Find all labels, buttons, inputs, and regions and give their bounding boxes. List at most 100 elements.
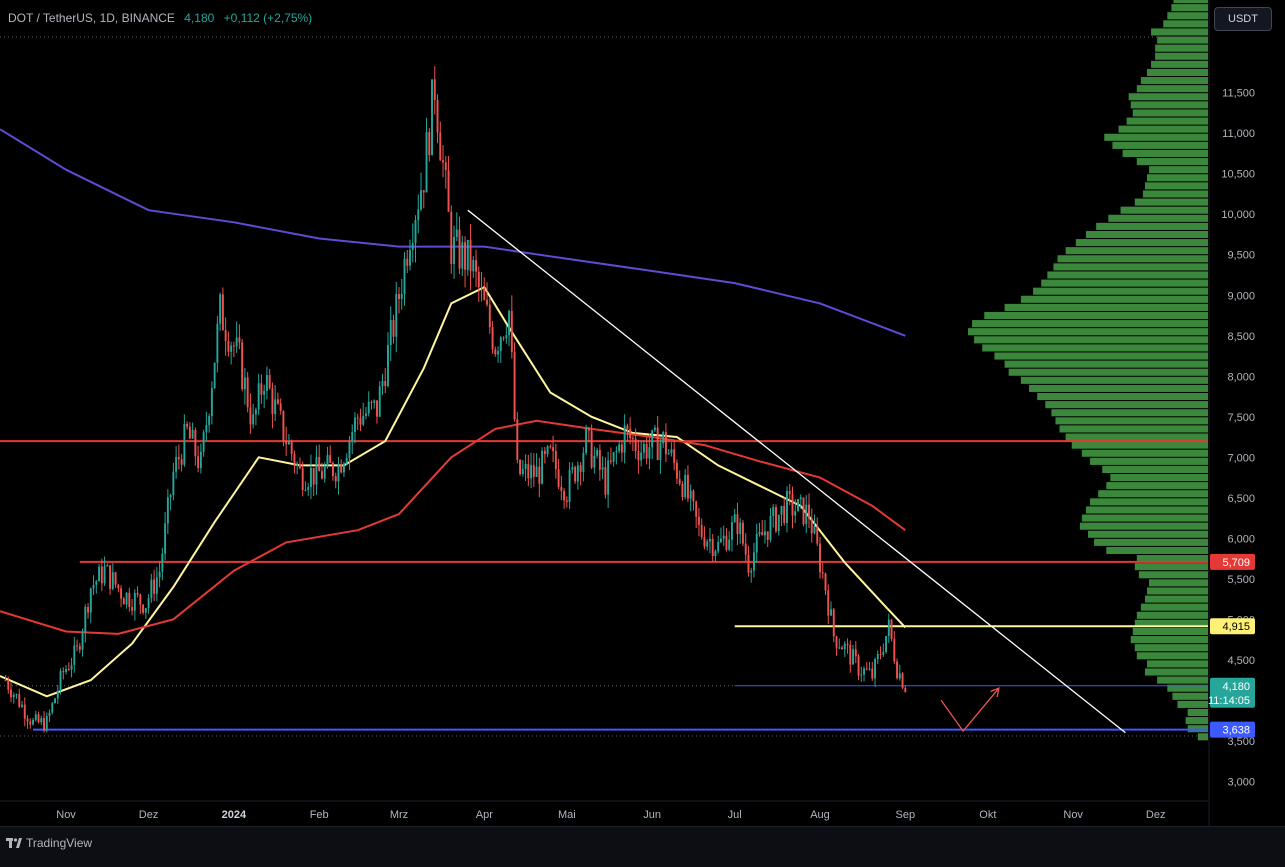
y-axis: 3,0003,5004,5005,0005,5006,0006,5007,000… bbox=[1208, 0, 1255, 826]
candle-body bbox=[596, 450, 599, 456]
candle-body bbox=[444, 162, 447, 171]
volume-profile bbox=[968, 0, 1208, 741]
candle-body bbox=[736, 514, 739, 535]
x-tick-label: Aug bbox=[810, 809, 830, 821]
volume-profile-bar bbox=[1146, 174, 1208, 182]
y-tick-label: 3,500 bbox=[1227, 736, 1255, 748]
volume-profile-bar bbox=[1057, 255, 1208, 263]
candle-body bbox=[246, 377, 249, 408]
candle-body bbox=[153, 579, 156, 594]
moving-averages bbox=[0, 128, 907, 698]
volume-profile-bar bbox=[1128, 93, 1208, 101]
candle-body bbox=[356, 417, 359, 419]
currency-button[interactable]: USDT bbox=[1214, 7, 1272, 31]
candle-body bbox=[637, 451, 640, 461]
volume-profile-bar bbox=[1045, 401, 1208, 409]
candle-body bbox=[224, 330, 227, 341]
candle-body bbox=[874, 659, 877, 679]
candle-body bbox=[582, 452, 585, 472]
candle-body bbox=[43, 718, 45, 731]
candle-body bbox=[362, 415, 365, 425]
candle-body bbox=[10, 689, 12, 698]
candle-body bbox=[879, 654, 882, 656]
candle-body bbox=[290, 441, 293, 454]
candle-body bbox=[304, 489, 307, 491]
level-tag-4915-bg bbox=[1210, 618, 1255, 635]
candle-body bbox=[857, 656, 860, 676]
symbol-title[interactable]: DOT / TetherUS, 1D, BINANCE bbox=[8, 11, 175, 25]
candle-body bbox=[725, 535, 728, 550]
candle-body bbox=[387, 345, 389, 387]
volume-profile-bar bbox=[1130, 636, 1208, 644]
volume-profile-bar bbox=[1151, 28, 1208, 36]
volume-profile-bar bbox=[1106, 482, 1208, 490]
candle-body bbox=[186, 423, 189, 427]
volume-profile-bar bbox=[1055, 417, 1208, 425]
candle-body bbox=[697, 516, 700, 525]
candle-body bbox=[887, 619, 890, 636]
candle-body bbox=[221, 294, 224, 331]
x-tick-label: 2024 bbox=[222, 809, 247, 821]
x-tick-label: Dez bbox=[1146, 809, 1166, 821]
candle-body bbox=[202, 432, 205, 452]
volume-profile-bar bbox=[1037, 392, 1208, 401]
candle-body bbox=[117, 584, 120, 589]
candle-body bbox=[109, 565, 112, 589]
candle-body bbox=[120, 588, 123, 599]
candle-body bbox=[400, 293, 403, 300]
y-tick-label: 8,500 bbox=[1227, 331, 1255, 343]
candle-body bbox=[287, 441, 290, 445]
tradingview-logo[interactable]: TradingView bbox=[6, 836, 92, 850]
candle-body bbox=[758, 532, 761, 534]
volume-profile-bar bbox=[1140, 603, 1208, 611]
candle-body bbox=[106, 565, 109, 567]
candle-body bbox=[893, 638, 896, 662]
volume-profile-bar bbox=[1065, 247, 1208, 255]
candle-body bbox=[425, 132, 428, 193]
price-tags: 5,709 4,915 4,180 11:14:05 3,638 bbox=[1208, 553, 1255, 738]
candle-body bbox=[378, 386, 381, 417]
volume-profile-bar bbox=[1130, 101, 1208, 109]
volume-profile-bar bbox=[1144, 182, 1208, 190]
candle-body bbox=[802, 497, 805, 525]
volume-profile-bar bbox=[1120, 206, 1208, 214]
volume-profile-bar bbox=[1081, 449, 1208, 457]
volume-profile-bar bbox=[1132, 627, 1208, 636]
candle-body bbox=[706, 541, 709, 547]
volume-profile-bar bbox=[1136, 158, 1208, 166]
trendline[interactable] bbox=[467, 209, 1126, 734]
volume-profile-bar bbox=[1136, 611, 1208, 619]
candle-body bbox=[439, 132, 442, 161]
candle-body bbox=[499, 337, 502, 352]
candle-body bbox=[885, 635, 888, 653]
candle-body bbox=[475, 260, 478, 272]
candle-body bbox=[838, 647, 841, 649]
y-tick-label: 7,000 bbox=[1227, 452, 1255, 464]
volume-profile-bar bbox=[1088, 530, 1208, 538]
candle-body bbox=[219, 294, 222, 324]
candle-body bbox=[54, 698, 56, 704]
candle-body bbox=[172, 471, 175, 495]
candle-body bbox=[835, 636, 838, 648]
candle-body bbox=[664, 432, 667, 455]
candle-body bbox=[590, 430, 593, 468]
last-price: 4,180 bbox=[184, 11, 215, 25]
volume-profile-bar bbox=[1187, 708, 1208, 717]
candle-body bbox=[901, 673, 904, 688]
candle-body bbox=[420, 190, 422, 210]
x-tick-label: Jul bbox=[728, 809, 742, 821]
x-tick-label: Dez bbox=[139, 809, 159, 821]
volume-profile-bar bbox=[968, 328, 1208, 336]
candle-body bbox=[370, 401, 373, 403]
candle-body bbox=[576, 465, 579, 482]
candle-body bbox=[761, 532, 764, 536]
volume-profile-bar bbox=[1151, 60, 1208, 68]
level-tag-5709-bg bbox=[1210, 553, 1255, 570]
moving-average-line bbox=[0, 285, 907, 698]
candle-body bbox=[821, 572, 824, 574]
candle-body bbox=[403, 258, 406, 294]
candle-body bbox=[841, 647, 843, 650]
candle-body bbox=[491, 327, 494, 350]
volume-profile-bar bbox=[1136, 555, 1208, 563]
